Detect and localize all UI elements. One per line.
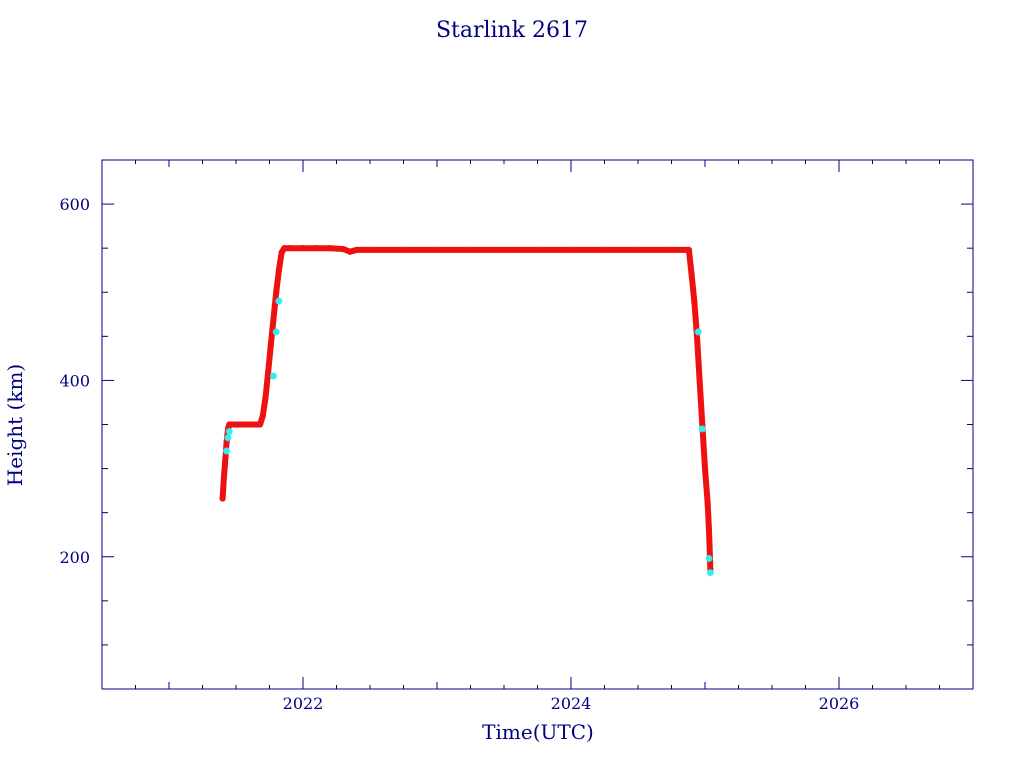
data-point xyxy=(601,246,608,253)
data-point xyxy=(300,245,306,252)
data-point xyxy=(225,428,233,436)
chart-title: Starlink 2617 xyxy=(436,18,588,43)
y-tick-label: 400 xyxy=(59,371,90,390)
data-point xyxy=(265,368,272,375)
data-point xyxy=(353,246,360,253)
data-point xyxy=(278,249,285,256)
data-point xyxy=(259,412,266,419)
data-point xyxy=(340,246,347,253)
data-point xyxy=(704,500,711,507)
data-point xyxy=(275,267,282,274)
data-point xyxy=(691,298,698,305)
data-point xyxy=(220,474,227,481)
data-point xyxy=(286,245,293,252)
data-point xyxy=(367,246,373,253)
data-point xyxy=(501,246,507,253)
x-tick-label: 2024 xyxy=(551,694,592,713)
data-point xyxy=(705,555,713,563)
y-axis-label: Height (km) xyxy=(3,364,27,486)
data-point xyxy=(434,246,440,253)
data-point xyxy=(467,246,474,253)
data-point xyxy=(262,395,269,402)
data-point xyxy=(706,569,714,577)
data-point xyxy=(270,315,277,322)
series-2 xyxy=(223,297,714,577)
data-point xyxy=(688,271,695,278)
data-point xyxy=(233,421,239,428)
data-point xyxy=(696,377,703,384)
data-point xyxy=(702,465,708,472)
data-point xyxy=(223,447,231,455)
data-point xyxy=(534,246,541,253)
data-point xyxy=(219,495,226,502)
x-tick-label: 2026 xyxy=(819,694,860,713)
x-axis-label: Time(UTC) xyxy=(482,720,594,744)
data-point xyxy=(272,328,280,336)
data-point xyxy=(698,425,706,433)
data-point xyxy=(223,439,230,446)
data-point xyxy=(694,328,702,336)
data-point xyxy=(400,246,407,253)
data-point xyxy=(222,456,229,463)
y-tick-label: 200 xyxy=(59,548,90,567)
data-point xyxy=(346,248,353,255)
data-point xyxy=(257,421,264,428)
data-point xyxy=(313,245,320,252)
data-point xyxy=(568,246,574,253)
data-point xyxy=(635,246,641,253)
data-point xyxy=(693,333,700,340)
data-point xyxy=(685,246,692,253)
data-point xyxy=(253,421,260,428)
data-point xyxy=(270,372,278,380)
data-point xyxy=(281,245,288,252)
series-1 xyxy=(219,245,714,573)
x-tick-label: 2022 xyxy=(283,694,324,713)
y-tick-label: 600 xyxy=(59,195,90,214)
data-point xyxy=(668,246,675,253)
data-point xyxy=(273,289,280,296)
data-point xyxy=(360,246,367,253)
data-point xyxy=(275,297,283,305)
series-trace xyxy=(219,245,714,573)
data-point xyxy=(228,421,235,428)
data-point xyxy=(706,527,713,534)
data-series xyxy=(219,245,714,577)
axis-ticks xyxy=(101,159,974,690)
data-point xyxy=(224,434,232,442)
axis-tick-labels: 2022 2024 2026 200 400 600 xyxy=(59,195,859,713)
data-point xyxy=(246,421,253,428)
data-point xyxy=(326,245,333,252)
data-point xyxy=(267,342,274,349)
data-point xyxy=(699,421,706,428)
data-point xyxy=(239,421,246,428)
